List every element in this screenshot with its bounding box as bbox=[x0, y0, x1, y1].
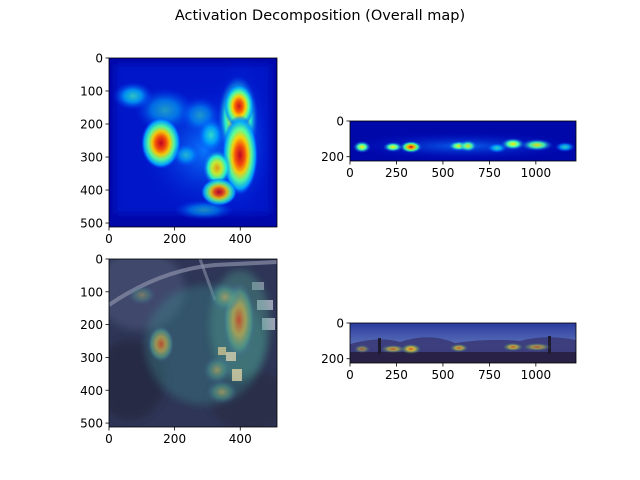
axes-frame bbox=[108, 258, 278, 428]
axes-frame bbox=[108, 57, 278, 228]
x-tick-label: 400 bbox=[229, 432, 252, 446]
y-tick-label: 100 bbox=[80, 85, 103, 99]
overlay-aerial-image bbox=[109, 259, 277, 427]
y-tick-label: 0 bbox=[336, 317, 344, 331]
y-tick-label: 200 bbox=[321, 150, 344, 164]
x-tick-label: 500 bbox=[431, 166, 454, 180]
panel-activation-aerial: 0 200 400 0 100 200 300 400 500 bbox=[80, 52, 278, 247]
x-tick-label: 750 bbox=[478, 368, 501, 382]
y-tick-label: 500 bbox=[80, 217, 103, 231]
panel-overlay-aerial: 0 200 400 0 100 200 300 400 500 bbox=[80, 253, 278, 447]
y-tick-label: 200 bbox=[80, 118, 103, 132]
x-tick-label: 200 bbox=[163, 232, 186, 246]
axes-frame bbox=[349, 120, 577, 162]
y-tick-label: 0 bbox=[95, 52, 103, 66]
y-tick-label: 400 bbox=[80, 184, 103, 198]
y-tick-label: 500 bbox=[80, 417, 103, 431]
y-tick-label: 200 bbox=[80, 318, 103, 332]
x-tick-label: 0 bbox=[346, 166, 354, 180]
heatmap-panorama-image bbox=[350, 121, 576, 161]
x-tick-label: 250 bbox=[385, 166, 408, 180]
x-tick-label: 500 bbox=[431, 368, 454, 382]
figure-title: Activation Decomposition (Overall map) bbox=[174, 8, 466, 24]
x-tick-label: 0 bbox=[105, 432, 113, 446]
y-tick-label: 0 bbox=[95, 253, 103, 267]
x-tick-label: 750 bbox=[478, 166, 501, 180]
axes-frame bbox=[349, 322, 577, 364]
x-tick-label: 0 bbox=[346, 368, 354, 382]
x-tick-label: 1000 bbox=[521, 368, 552, 382]
y-tick-label: 200 bbox=[321, 352, 344, 366]
y-tick-label: 300 bbox=[80, 351, 103, 365]
x-tick-label: 0 bbox=[105, 232, 113, 246]
x-tick-label: 1000 bbox=[521, 166, 552, 180]
y-tick-label: 400 bbox=[80, 384, 103, 398]
x-tick-label: 250 bbox=[385, 368, 408, 382]
tick-group: 0 200 400 0 100 200 300 400 500 bbox=[80, 52, 252, 247]
y-tick-label: 0 bbox=[336, 115, 344, 129]
overlay-panorama-image bbox=[350, 323, 576, 363]
y-tick-label: 300 bbox=[80, 151, 103, 165]
heatmap-aerial-image bbox=[109, 58, 277, 227]
x-tick-label: 200 bbox=[163, 432, 186, 446]
y-tick-label: 100 bbox=[80, 285, 103, 299]
x-tick-label: 400 bbox=[229, 232, 252, 246]
tick-group: 0 200 400 0 100 200 300 400 500 bbox=[80, 253, 252, 447]
